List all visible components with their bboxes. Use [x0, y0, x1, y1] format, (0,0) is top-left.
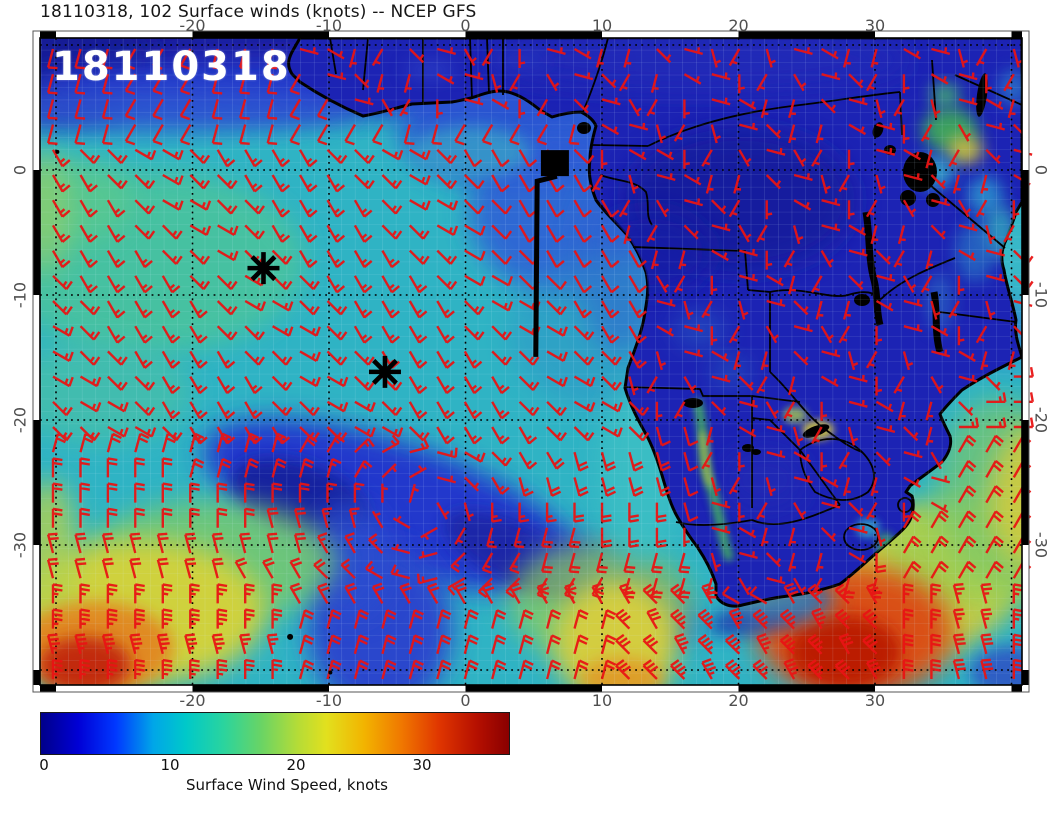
- plot-title: 18110318, 102 Surface winds (knots) -- N…: [40, 2, 477, 22]
- left-axis-tick: -30: [10, 531, 30, 559]
- top-axis-tick: 30: [864, 16, 886, 35]
- bottom-axis-tick: -10: [315, 691, 343, 710]
- colorbar: [40, 712, 510, 755]
- wind-barbs: [46, 47, 1034, 680]
- map-markers: [55, 149, 569, 675]
- right-axis-tick: 0: [1031, 164, 1051, 176]
- left-axis-tick: 0: [10, 164, 30, 176]
- map-frame-bands: [33, 31, 1029, 692]
- bottom-axis-tick: -20: [179, 691, 206, 710]
- bottom-axis-tick: 10: [591, 691, 613, 710]
- datestamp-overlay: 18110318: [52, 44, 291, 90]
- right-axis-tick: -20: [1031, 406, 1051, 434]
- top-axis-tick: 20: [728, 16, 749, 35]
- bottom-axis-tick: 30: [864, 691, 886, 710]
- top-axis-tick: 0: [460, 16, 471, 35]
- colorbar-tick: 10: [160, 756, 180, 774]
- inner-frame-line: [39, 37, 1023, 686]
- top-axis-tick: 10: [591, 16, 613, 35]
- top-axis-tick: -10: [315, 16, 343, 35]
- colorbar-tick: 0: [39, 756, 49, 774]
- bottom-axis-tick: 0: [460, 691, 471, 710]
- right-axis-tick: -10: [1031, 281, 1051, 309]
- colorbar-tick: 20: [286, 756, 306, 774]
- left-axis-tick: -20: [10, 406, 30, 434]
- colorbar-tick: 30: [412, 756, 432, 774]
- right-axis-tick: -30: [1031, 531, 1051, 559]
- colorbar-label: Surface Wind Speed, knots: [185, 776, 389, 794]
- bottom-axis-tick: 20: [728, 691, 749, 710]
- outer-frame-line: [32, 30, 1030, 693]
- left-axis-tick: -10: [10, 281, 30, 309]
- top-axis-tick: -20: [179, 16, 206, 35]
